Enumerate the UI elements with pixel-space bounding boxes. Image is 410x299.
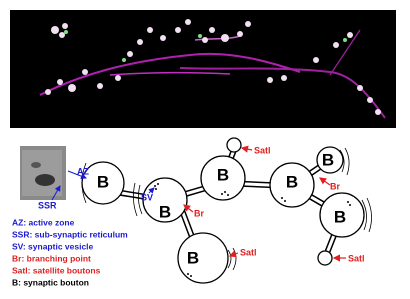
legend-item: SV: synaptic vesicle [12,241,94,251]
bouton-label: B [97,172,109,191]
boutons [81,137,372,284]
label-satl: Satl [254,145,271,155]
bouton-label: B [286,172,298,191]
bouton-label: B [322,150,334,169]
bouton-label: B [159,202,171,221]
label-br: Br [330,181,340,191]
legend-item: AZ: active zone [12,217,75,227]
bouton-label: B [334,207,346,226]
legend-item: Satl: satellite boutons [12,265,101,275]
label-satl: Satl [240,247,257,257]
legend-item: B: synaptic bouton [12,277,89,287]
label-az: AZ [77,166,89,176]
label-sv: SV [141,192,153,202]
legend-item: Br: branching point [12,253,91,263]
label-satl: Satl [348,253,365,263]
bouton-label: B [187,248,199,267]
label-ssr: SSR [38,200,57,210]
arrows [51,145,346,262]
micrograph [10,10,396,128]
em-inset [20,146,66,200]
label-br: Br [194,208,204,218]
legend-item: SSR: sub-synaptic reticulum [12,229,128,239]
bouton-label: B [217,165,229,184]
